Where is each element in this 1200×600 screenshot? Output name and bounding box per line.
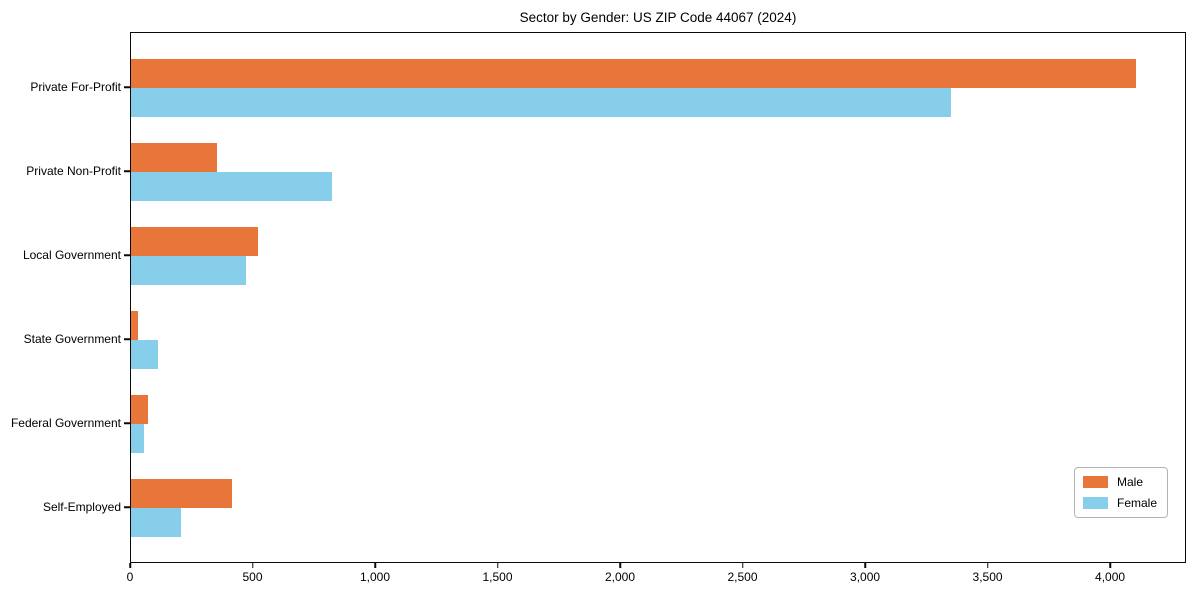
y-tick-mark — [124, 506, 130, 508]
x-tick-mark — [741, 563, 744, 568]
bar-female-federal-government — [131, 424, 145, 453]
x-tick-mark — [864, 563, 866, 568]
bar-female-private-for-profit — [131, 88, 952, 117]
y-axis-label-state-government: State Government — [23, 332, 121, 346]
x-tick-label-1-000: 1,000 — [359, 570, 391, 584]
x-axis: 0 500 1,000 1,500 2,000 2,500 3,000 3,500 4,000 — [126, 563, 1186, 597]
y-tick-mark — [124, 422, 130, 424]
y-axis-label-private-for-profit: Private For-Profit — [30, 80, 121, 94]
bar-female-state-government — [131, 340, 158, 369]
legend-label-female: Female — [1116, 496, 1157, 510]
legend-entry-male: Male — [1082, 475, 1157, 489]
bar-male-federal-government — [131, 395, 149, 424]
plot-area: Male Female — [130, 32, 1186, 563]
y-axis-label-federal-government: Federal Government — [10, 416, 121, 430]
x-tick-label-3-500: 3,500 — [972, 570, 1003, 584]
x-tick-mark — [129, 563, 131, 568]
legend-swatch-female-icon — [1082, 497, 1108, 509]
y-tick-mark — [124, 254, 130, 256]
x-tick-label-1-500: 1,500 — [482, 570, 513, 584]
x-tick-mark — [374, 563, 376, 568]
legend-swatch-male-icon — [1082, 476, 1108, 488]
x-tick-mark — [619, 563, 621, 568]
bar-male-state-government — [131, 311, 138, 340]
bar-male-private-non-profit — [131, 143, 217, 172]
x-tick-label-3-000: 3,000 — [850, 570, 881, 584]
y-axis-label-private-non-profit: Private Non-Profit — [26, 164, 121, 178]
y-tick-mark — [124, 170, 130, 172]
x-tick-label-2-000: 2,000 — [605, 570, 636, 584]
bar-female-private-non-profit — [131, 172, 332, 201]
bar-male-local-government — [131, 227, 259, 256]
y-axis-ticks — [124, 32, 130, 563]
x-tick-mark — [496, 563, 499, 568]
legend-entry-female: Female — [1082, 496, 1157, 510]
y-axis-labels: Private For-Profit Private Non-Profit Loca… — [0, 32, 121, 563]
x-tick-label-4-000: 4,000 — [1095, 570, 1126, 584]
y-tick-mark — [124, 338, 130, 340]
y-tick-mark — [124, 86, 130, 88]
x-tick-mark — [986, 563, 989, 568]
x-tick-label-500: 500 — [242, 570, 263, 584]
bar-female-self-employed — [131, 508, 182, 537]
legend-label-male: Male — [1116, 475, 1143, 489]
x-tick-mark — [251, 563, 254, 568]
bar-female-local-government — [131, 256, 246, 285]
x-tick-mark — [1109, 563, 1111, 568]
y-axis-label-self-employed: Self-Employed — [42, 500, 121, 514]
x-tick-label-2-500: 2,500 — [727, 570, 758, 584]
y-axis-label-local-government: Local Government — [22, 248, 121, 262]
bar-male-private-for-profit — [131, 59, 1137, 88]
legend: Male Female — [1073, 467, 1168, 518]
bar-male-self-employed — [131, 479, 233, 508]
chart-title: Sector by Gender: US ZIP Code 44067 (202… — [519, 10, 797, 25]
x-tick-label-0: 0 — [126, 570, 134, 584]
